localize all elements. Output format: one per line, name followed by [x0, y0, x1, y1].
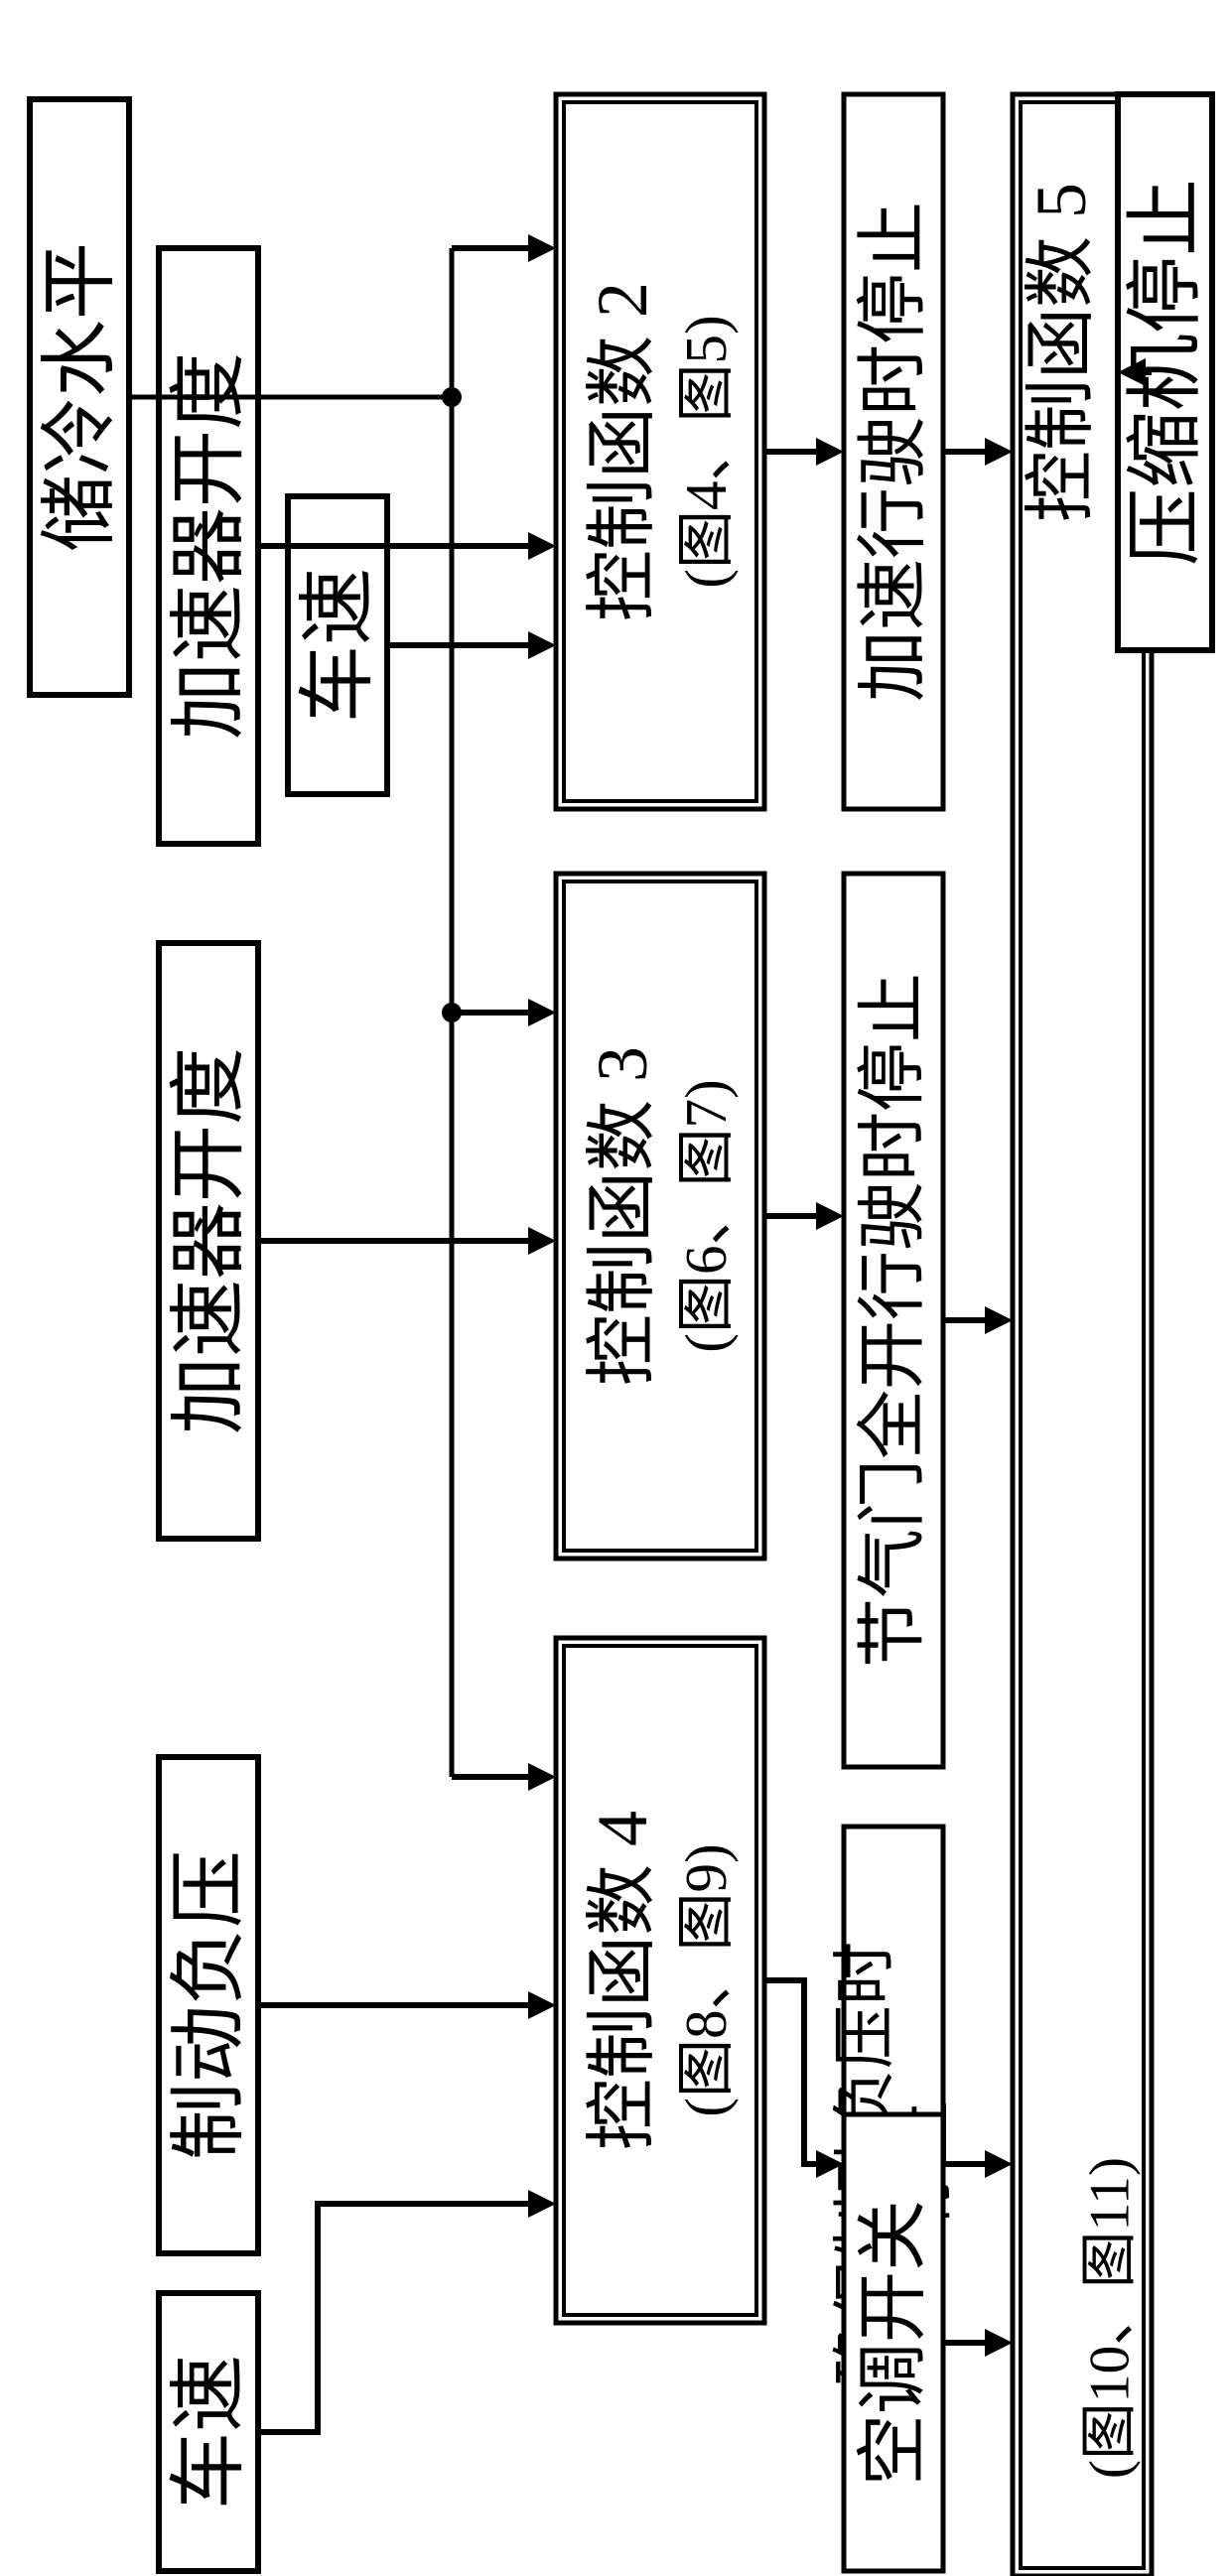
- arr-c3-m2-head: [816, 1202, 844, 1230]
- control-c3-ref: (图6、图7): [673, 1079, 739, 1352]
- control-c2-ref: (图4、图5): [673, 315, 739, 588]
- arr-bus-c4-head: [528, 1763, 556, 1791]
- arr-i2-c2-head: [528, 532, 556, 560]
- input-i6-label: 车速: [166, 2355, 252, 2509]
- flow-diagram: 储冷水平加速器开度车速加速器开度制动负压车速控制函数 2(图4、图5)控制函数 …: [0, 0, 1231, 2576]
- arr-m2-c5-head: [985, 1306, 1013, 1334]
- arr-bus-c2-head: [528, 234, 556, 262]
- control-c2-title: 控制函数 2: [583, 282, 662, 621]
- node-i1: [442, 387, 462, 407]
- arr-c4-m3-shaft: [764, 1980, 816, 2164]
- input-i3-label: 车速: [295, 568, 381, 723]
- arr-m3-c5-head: [985, 2150, 1013, 2178]
- arr-i3-c2-head: [528, 631, 556, 659]
- input-i5-label: 制动负压: [166, 1850, 252, 2160]
- arr-i4-c3-head: [528, 1227, 556, 1255]
- input-i1-label: 储冷水平: [37, 242, 123, 552]
- input-i2-label: 加速器开度: [166, 352, 252, 740]
- arr-i6-c4-head: [528, 2190, 556, 2218]
- mid-m1-label: 加速行驶时停止: [854, 202, 933, 702]
- control-c4-ref: (图8、图9): [673, 1843, 739, 2116]
- mid-m2-label: 节气门全开行驶时停止: [856, 973, 932, 1668]
- control-c3-title: 控制函数 3: [583, 1046, 662, 1386]
- control-c5-title: 控制函数 5: [1022, 183, 1101, 522]
- control-c5-ref: (图10、图11): [1079, 2157, 1142, 2479]
- arr-c2-m1-head: [816, 438, 844, 466]
- input-i4-label: 加速器开度: [166, 1047, 252, 1434]
- mid-m4-label: 空调开关: [854, 2200, 933, 2486]
- control-c4-title: 控制函数 4: [583, 1811, 662, 2150]
- arr-bus-c3-head: [528, 999, 556, 1026]
- node-c3: [442, 1003, 462, 1022]
- arr-m1-c5-head: [985, 438, 1013, 466]
- arr-m4-c5-head: [985, 2329, 1013, 2357]
- arr-i5-c4-head: [528, 1991, 556, 2019]
- arr-i6-c4-shaft: [258, 2204, 528, 2432]
